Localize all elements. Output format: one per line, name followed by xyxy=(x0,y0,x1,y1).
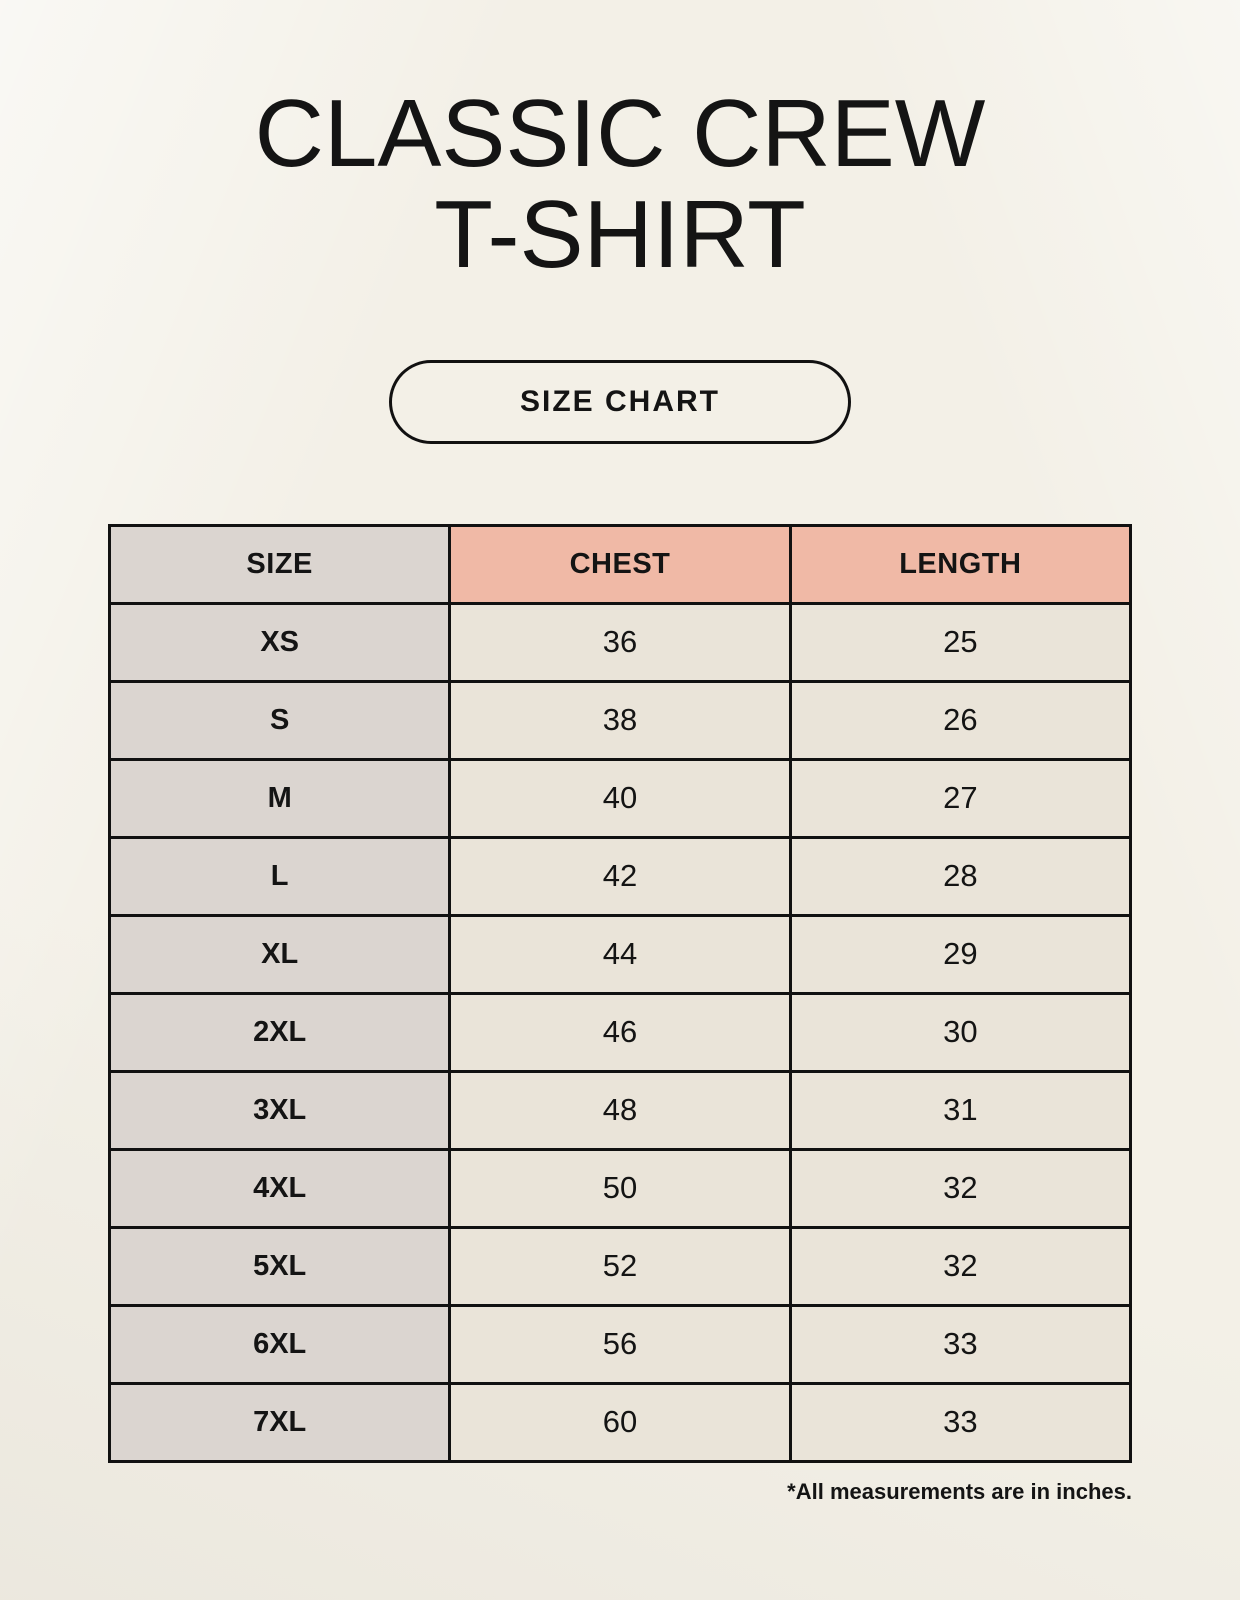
length-cell: 33 xyxy=(788,1303,1133,1385)
chest-cell: 48 xyxy=(448,1069,792,1151)
length-cell: 33 xyxy=(788,1381,1133,1463)
size-chart-button-label: SIZE CHART xyxy=(520,384,720,418)
column-header-length: LENGTH xyxy=(788,523,1133,605)
size-cell: XS xyxy=(107,601,452,683)
length-cell: 32 xyxy=(788,1147,1133,1229)
length-cell: 27 xyxy=(788,757,1133,839)
table-header-row: SIZE CHEST LENGTH xyxy=(107,523,1133,605)
size-table-container: SIZE CHEST LENGTH XS 36 25 S 38 26 M 40 27 L 42 28 X… xyxy=(107,523,1133,1505)
size-cell: 4XL xyxy=(107,1147,452,1229)
length-cell: 28 xyxy=(788,835,1133,917)
table-row: XL 44 29 xyxy=(107,913,1133,995)
chest-cell: 36 xyxy=(448,601,792,683)
size-table: SIZE CHEST LENGTH XS 36 25 S 38 26 M 40 27 L 42 28 X… xyxy=(107,523,1133,1463)
table-row: 4XL 50 32 xyxy=(107,1147,1133,1229)
table-row: 5XL 52 32 xyxy=(107,1225,1133,1307)
table-row: S 38 26 xyxy=(107,679,1133,761)
table-row: 3XL 48 31 xyxy=(107,1069,1133,1151)
size-cell: M xyxy=(107,757,452,839)
length-cell: 29 xyxy=(788,913,1133,995)
table-row: M 40 27 xyxy=(107,757,1133,839)
table-row: 2XL 46 30 xyxy=(107,991,1133,1073)
chest-cell: 52 xyxy=(448,1225,792,1307)
column-header-chest: CHEST xyxy=(448,523,792,605)
chest-cell: 46 xyxy=(448,991,792,1073)
size-cell: 2XL xyxy=(107,991,452,1073)
size-chart-button[interactable]: SIZE CHART xyxy=(389,359,851,444)
size-cell: 7XL xyxy=(107,1381,452,1463)
chest-cell: 50 xyxy=(448,1147,792,1229)
measurements-footnote: *All measurements are in inches. xyxy=(787,1478,1132,1504)
length-cell: 25 xyxy=(788,601,1133,683)
chest-cell: 56 xyxy=(448,1303,792,1385)
page-title-line1: CLASSIC CREW xyxy=(254,80,986,187)
size-cell: 6XL xyxy=(107,1303,452,1385)
size-cell: 5XL xyxy=(107,1225,452,1307)
length-cell: 31 xyxy=(788,1069,1133,1151)
column-header-size: SIZE xyxy=(107,523,452,605)
size-cell: XL xyxy=(107,913,452,995)
length-cell: 30 xyxy=(788,991,1133,1073)
chest-cell: 44 xyxy=(448,913,792,995)
size-cell: 3XL xyxy=(107,1069,452,1151)
page-title: CLASSIC CREW T-SHIRT xyxy=(0,0,1240,286)
table-row: L 42 28 xyxy=(107,835,1133,917)
chest-cell: 60 xyxy=(448,1381,792,1463)
size-cell: S xyxy=(107,679,452,761)
length-cell: 32 xyxy=(788,1225,1133,1307)
table-row: XS 36 25 xyxy=(107,601,1133,683)
table-row: 7XL 60 33 xyxy=(107,1381,1133,1463)
chest-cell: 42 xyxy=(448,835,792,917)
table-row: 6XL 56 33 xyxy=(107,1303,1133,1385)
size-cell: L xyxy=(107,835,452,917)
chest-cell: 40 xyxy=(448,757,792,839)
length-cell: 26 xyxy=(788,679,1133,761)
chest-cell: 38 xyxy=(448,679,792,761)
page-title-line2: T-SHIRT xyxy=(434,180,806,288)
